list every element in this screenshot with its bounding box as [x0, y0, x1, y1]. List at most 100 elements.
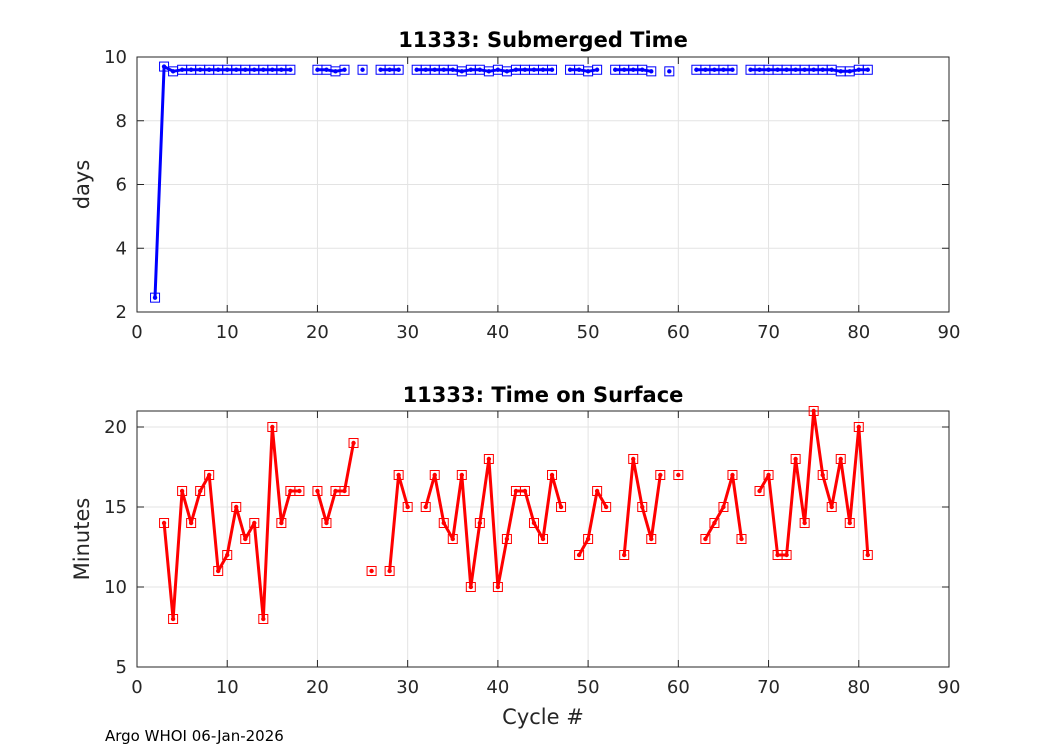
data-point-dot [603, 504, 609, 510]
data-point-dot [486, 69, 492, 74]
data-point-dot [612, 67, 618, 72]
data-point-dot [594, 67, 600, 72]
data-point-marker [267, 422, 278, 432]
footer-text: Argo WHOI 06-Jan-2026 [105, 727, 284, 745]
data-point-marker [339, 486, 350, 496]
data-point-dot [297, 488, 302, 494]
data-point-dot [649, 69, 654, 74]
data-point-marker [700, 534, 711, 544]
plot-frame [136, 410, 950, 668]
data-point-dot [567, 67, 573, 72]
data-point-marker [619, 550, 630, 560]
data-point-dot [234, 504, 239, 510]
data-point-dot [315, 67, 320, 72]
data-point-dot [703, 67, 708, 72]
y-tick-label: 10 [104, 47, 127, 68]
data-point-dot [748, 67, 753, 72]
y-tick-label: 5 [116, 657, 127, 678]
x-tick-label: 80 [847, 677, 870, 698]
data-point-dot [802, 67, 807, 72]
data-point-dot [252, 67, 257, 72]
data-point-dot [288, 488, 293, 494]
data-point-dot [622, 552, 627, 558]
x-tick-label: 0 [131, 322, 142, 343]
data-point-dot [829, 67, 834, 72]
data-point-marker [456, 470, 467, 480]
y-axis-label: days [70, 160, 94, 210]
data-point-dot [161, 64, 167, 69]
data-point-dot [576, 67, 582, 72]
data-point-dot [865, 67, 870, 72]
data-point-dot [847, 69, 852, 74]
data-point-marker [492, 582, 503, 592]
x-tick-label: 90 [938, 677, 961, 698]
y-tick-label: 4 [116, 238, 127, 259]
data-point-dot [234, 67, 239, 72]
data-point-marker [547, 64, 558, 75]
data-point-marker [249, 518, 260, 528]
data-point-marker [186, 518, 197, 528]
data-point-dot [766, 67, 771, 72]
data-point-marker [637, 502, 648, 512]
data-point-marker [312, 486, 323, 496]
data-point-dot [784, 552, 789, 558]
data-point-dot [649, 536, 654, 542]
data-point-dot [631, 67, 636, 72]
data-point-marker [321, 518, 332, 528]
data-point-dot [360, 67, 365, 72]
data-point-dot [441, 67, 446, 72]
data-point-dot [757, 488, 762, 494]
data-point-marker [222, 550, 233, 560]
data-point-dot [197, 488, 203, 494]
data-point-dot [243, 536, 248, 542]
data-point-dot [396, 472, 401, 478]
data-point-marker [574, 550, 585, 560]
y-tick-label: 2 [116, 302, 127, 323]
x-axis-label: Cycle # [502, 705, 584, 729]
data-point-marker [519, 486, 530, 496]
data-point-dot [730, 472, 735, 478]
data-point-dot [540, 67, 546, 72]
series-line [577, 489, 608, 556]
data-point-dot [225, 552, 230, 558]
data-point-dot [513, 488, 519, 494]
data-point-dot [152, 295, 158, 300]
data-point-dot [441, 520, 446, 526]
data-point-marker [429, 470, 440, 480]
data-point-dot [793, 67, 798, 72]
data-point-dot [243, 67, 248, 72]
data-point-dot [576, 552, 582, 558]
data-point-marker [538, 534, 548, 544]
data-point-dot [324, 520, 329, 526]
data-point-dot [712, 67, 717, 72]
x-tick-label: 40 [486, 677, 509, 698]
data-point-dot [342, 67, 347, 72]
data-point-dot [856, 424, 861, 430]
data-point-dot [261, 616, 266, 622]
data-point-marker [673, 470, 684, 480]
data-point-dot [378, 67, 383, 72]
data-point-dot [179, 67, 185, 72]
data-point-dot [838, 456, 843, 462]
data-point-dot [549, 67, 555, 72]
data-point-dot [333, 69, 338, 74]
data-point-dot [766, 472, 771, 478]
data-point-marker [727, 470, 738, 480]
series-line [162, 425, 300, 621]
data-point-marker [474, 518, 485, 528]
data-point-dot [216, 568, 221, 574]
data-point-dot [188, 67, 194, 72]
data-point-dot [721, 67, 726, 72]
data-point-dot [775, 67, 780, 72]
data-point-dot [423, 67, 428, 72]
data-point-dot [396, 67, 401, 72]
data-point-dot [252, 520, 257, 526]
data-point-marker [483, 454, 494, 464]
data-point-marker [357, 64, 368, 75]
data-point-dot [216, 67, 221, 72]
data-point-dot [838, 69, 843, 74]
data-point-dot [495, 584, 501, 590]
data-point-dot [459, 472, 464, 478]
data-point-dot [279, 520, 284, 526]
data-point-marker [258, 614, 269, 624]
